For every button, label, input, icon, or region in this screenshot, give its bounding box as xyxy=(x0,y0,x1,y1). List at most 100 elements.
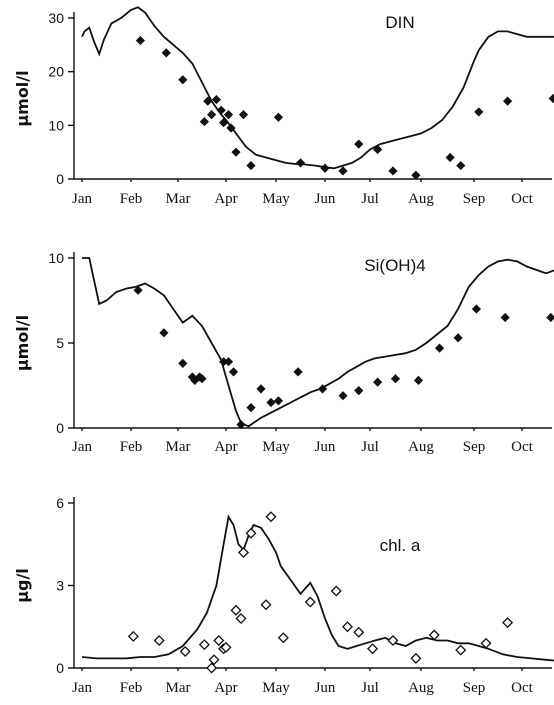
x-tick-label: Sep xyxy=(463,191,486,207)
observed-point xyxy=(260,599,272,611)
y-tick-label: 10 xyxy=(48,250,64,266)
observed-point xyxy=(256,384,266,394)
x-tick-label: Mar xyxy=(166,191,191,207)
x-tick-label: Apr xyxy=(214,191,237,207)
y-tick-label: 5 xyxy=(56,335,64,351)
model-series-line xyxy=(81,6,554,170)
observed-point xyxy=(179,645,191,658)
observed-point xyxy=(410,652,422,664)
observed-point xyxy=(428,629,440,641)
observed-point xyxy=(338,391,348,401)
observed-point xyxy=(127,630,139,642)
y-axis-label: µmol/l xyxy=(13,315,32,371)
observed-point xyxy=(455,644,467,656)
observed-point xyxy=(546,312,554,323)
observed-point xyxy=(341,621,354,633)
observed-point xyxy=(190,375,200,385)
observed-point xyxy=(320,163,330,173)
observed-point xyxy=(230,604,242,616)
observed-point xyxy=(199,116,209,127)
observed-point xyxy=(503,96,513,106)
x-tick-label: Jan xyxy=(72,439,92,455)
x-tick-label: Aug xyxy=(408,680,434,696)
observed-point xyxy=(471,304,481,314)
chart-panel-2: 0 5 10 Jan Feb Mar Apr May Jun Jul Aug Sep Oct µmol/l… xyxy=(13,250,554,455)
y-tick-label: 0 xyxy=(56,171,64,187)
observed-point xyxy=(548,93,554,104)
observed-point xyxy=(178,358,188,368)
x-tick-label: May xyxy=(262,439,290,455)
observed-point xyxy=(330,585,342,597)
observed-point xyxy=(273,396,284,406)
x-tick-label: May xyxy=(262,191,290,207)
x-tick-label: Mar xyxy=(166,439,191,455)
observed-point xyxy=(246,160,256,171)
x-tick-label: Jun xyxy=(315,439,336,455)
x-tick-label: Jan xyxy=(72,680,92,696)
observed-point xyxy=(388,166,398,176)
x-tick-label: Jul xyxy=(361,439,379,455)
x-tick-label: Apr xyxy=(214,439,237,455)
chart-panel-1: 0 10 20 30 Jan Feb Mar Apr May Jun Jul Aug Sep Oct µmo… xyxy=(13,6,554,207)
x-tick-label: Jan xyxy=(72,191,92,207)
observed-point xyxy=(434,343,445,353)
x-tick-label: Feb xyxy=(120,439,143,455)
observed-point xyxy=(133,285,143,295)
observed-point xyxy=(213,634,225,647)
observed-point xyxy=(445,152,455,163)
observed-point xyxy=(354,386,364,396)
x-tick-label: Feb xyxy=(120,680,143,696)
observed-point xyxy=(304,596,316,608)
observed-point xyxy=(223,110,234,120)
y-tick-label: 0 xyxy=(56,660,64,676)
y-axis-label: µmol/l xyxy=(13,70,32,126)
observed-point xyxy=(223,357,234,367)
observed-point xyxy=(354,139,364,149)
observed-point xyxy=(453,333,463,343)
observed-point xyxy=(206,662,218,674)
observed-point xyxy=(293,367,303,377)
observed-point xyxy=(236,420,246,430)
x-tick-label: Jul xyxy=(361,680,379,696)
observed-point xyxy=(413,375,424,385)
observed-point xyxy=(159,328,169,338)
observed-point xyxy=(246,403,256,413)
observed-point xyxy=(317,384,328,394)
observed-point xyxy=(208,654,220,666)
x-tick-label: Sep xyxy=(463,439,486,455)
observed-point xyxy=(161,48,171,58)
observed-point xyxy=(238,110,249,120)
observed-point xyxy=(367,643,379,655)
observed-point xyxy=(265,511,277,523)
observed-point xyxy=(207,110,217,120)
observed-point xyxy=(480,637,492,649)
x-tick-label: Feb xyxy=(120,191,143,207)
y-tick-label: 20 xyxy=(48,64,64,80)
x-tick-label: Oct xyxy=(511,191,533,207)
observed-point xyxy=(219,118,229,128)
observed-point xyxy=(502,617,514,629)
observed-point xyxy=(198,639,210,651)
observed-point xyxy=(216,105,226,115)
x-tick-label: Jun xyxy=(315,191,336,207)
x-tick-label: Jun xyxy=(315,680,336,696)
observed-point xyxy=(373,144,383,155)
x-tick-label: Aug xyxy=(408,439,434,455)
observed-point xyxy=(220,641,232,653)
observed-point xyxy=(231,147,241,157)
observed-point xyxy=(237,546,250,559)
observed-point xyxy=(266,397,276,408)
observed-point xyxy=(228,367,239,377)
observed-point xyxy=(390,374,401,384)
observed-point xyxy=(203,96,213,106)
chart-title: Si(OH)4 xyxy=(364,256,425,275)
observed-point xyxy=(273,112,284,122)
y-tick-label: 30 xyxy=(48,10,64,26)
observed-point xyxy=(226,123,236,133)
observed-point xyxy=(456,160,466,171)
chart-title: DIN xyxy=(385,13,414,32)
x-tick-label: Apr xyxy=(214,680,237,696)
observed-point xyxy=(245,527,257,539)
y-tick-label: 6 xyxy=(56,495,64,511)
observed-point xyxy=(178,75,188,85)
